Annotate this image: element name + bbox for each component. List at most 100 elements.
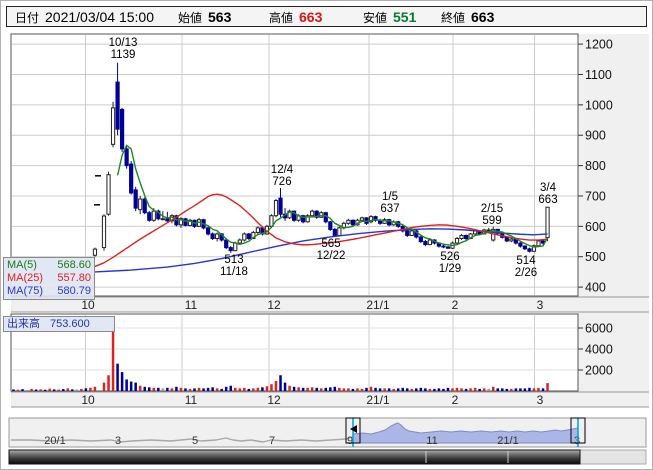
annotation-low-date: 513 [224,254,243,266]
high-group: 高値 663 [269,8,322,26]
low-group: 安値 551 [363,8,416,26]
candle [124,148,129,167]
candle [160,218,165,221]
candle [531,245,537,252]
volume-bar [451,388,454,391]
date-value: 2021/03/04 15:00 [45,9,155,25]
volume-bar [57,389,60,391]
volume-bar [62,389,65,391]
candle [178,218,184,226]
navigator-left-handle[interactable] [345,417,361,444]
candle [278,197,283,215]
price-pane[interactable] [10,33,579,297]
volume-bar [410,388,414,391]
volume-bar [405,388,409,391]
volume-bar [175,386,178,391]
annotation-low-date: 526 [440,251,459,263]
month-label: 10 [81,298,95,312]
volume-bar [134,382,137,391]
volume-bar [252,388,255,391]
volume-bar [392,388,395,391]
volume-bar [279,375,282,391]
volume-bar [274,381,278,391]
candle [409,230,414,236]
ma25-value: 557.80 [57,272,91,284]
volume-bar [347,388,350,391]
volume-bar [234,387,237,391]
volume-tick-label: 6000 [585,322,613,336]
volume-bar [39,389,42,391]
volume-bar [360,388,364,391]
volume-bar [193,388,196,391]
volume-bar [442,388,445,391]
volume-bar [80,388,83,391]
candle [459,234,464,239]
volume-xaxis-strip [11,392,649,407]
close-label: 終値 [441,10,466,25]
volume-bar [21,389,24,391]
month-label: 21/1 [366,298,390,312]
volume-bar [75,389,79,391]
volume-bar [437,388,441,391]
open-group: 始値 563 [178,8,231,26]
price-tick-label: 500 [585,250,606,264]
navigator-selected-area[interactable] [352,422,579,444]
candle [101,215,107,249]
annotation-low-value: 2/26 [515,267,537,279]
annotation-low-value: 11/18 [220,266,248,278]
annotation-low-value: 12/22 [317,250,346,262]
price-tick-label: 900 [585,129,606,143]
candle [110,107,116,145]
month-label: 11 [185,393,198,407]
volume-bar [125,379,128,391]
candle [346,219,351,224]
scrollbar-thumb[interactable] [8,449,581,465]
candle [183,218,188,226]
ma5-legend-row: MA(5) 568.60 [7,259,91,272]
navigator-label: 3 [574,435,580,447]
volume-bar [157,387,160,391]
volume-bar [84,388,88,391]
volume-bar [16,389,20,391]
scrollbar-track[interactable] [579,449,647,465]
candle [382,219,387,224]
volume-bar [333,386,337,391]
ma5-value: 568.60 [57,259,91,271]
month-label: 12 [267,298,281,312]
price-axis-panel [578,34,649,407]
volume-bar [319,388,323,391]
volume-label: 出来高 [7,318,40,330]
candle [522,245,528,250]
volume-bar [93,386,97,391]
price-tick-label: 700 [585,189,606,203]
candle [205,227,211,235]
volume-bar [66,388,70,391]
volume-bar [424,388,427,391]
candle [337,227,342,236]
candle [215,233,220,240]
annotation-high-value: 637 [380,203,399,215]
candle [423,241,428,246]
candle [328,221,333,230]
volume-bar [247,388,251,391]
price-tick-label: 1100 [585,68,612,82]
navigator-right-handle[interactable] [570,417,586,444]
candle [291,210,297,221]
volume-bar [197,387,201,391]
candle [350,219,356,226]
volume-bar [161,388,165,391]
candle [228,247,233,252]
candle [359,217,365,221]
ma-legend: MA(5) 568.60 MA(25) 557.80 MA(75) 580.79 [3,257,95,300]
candle [509,238,514,242]
candle [418,236,423,243]
volume-tick-label: 4000 [585,343,613,357]
volume-bar [48,388,51,391]
volume-bar [546,383,549,391]
month-label: 2 [452,393,459,407]
volume-bar [473,387,477,391]
volume-bar [188,388,192,391]
volume-bar [30,388,33,391]
volume-bar [238,388,242,391]
